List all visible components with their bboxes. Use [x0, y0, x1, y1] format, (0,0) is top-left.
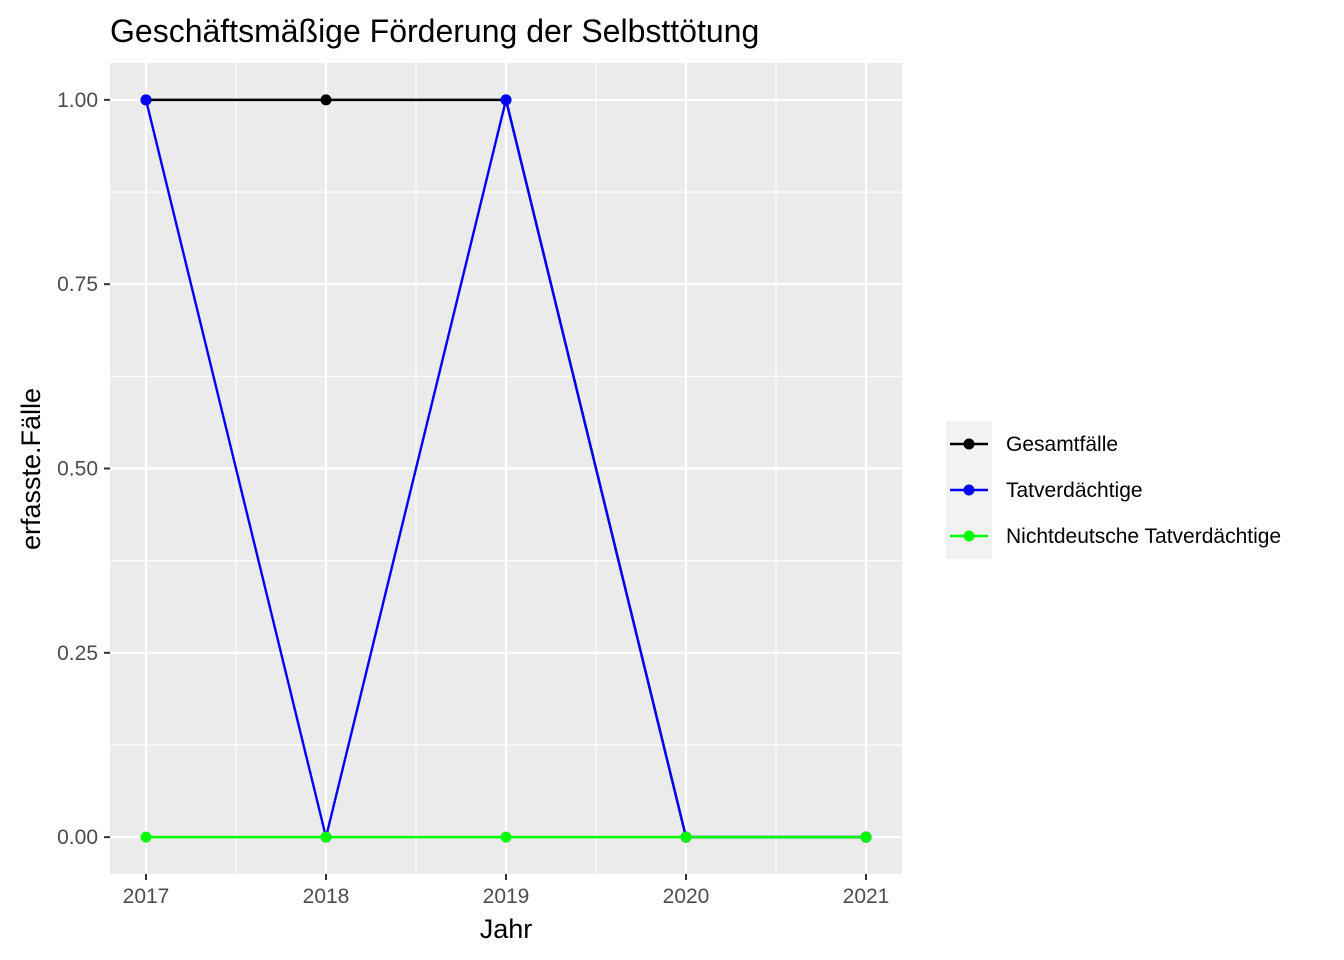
y-axis-title: erfasste.Fälle	[16, 388, 46, 550]
y-tick-label: 0.00	[57, 826, 98, 849]
y-tick-label: 0.75	[57, 273, 98, 296]
x-axis-title: Jahr	[480, 914, 533, 944]
x-tick-label: 2021	[843, 885, 890, 908]
x-tick-label: 2020	[663, 885, 710, 908]
data-point	[860, 831, 872, 843]
legend-label: Tatverdächtige	[1006, 479, 1143, 502]
data-point	[680, 831, 692, 843]
legend-label: Gesamtfälle	[1006, 433, 1118, 456]
data-point	[320, 94, 332, 106]
data-point	[320, 831, 332, 843]
x-tick-label: 2018	[303, 885, 350, 908]
legend-key-point	[963, 438, 975, 450]
x-axis: 2017 2018 2019 2020 2021	[123, 874, 890, 908]
data-point	[500, 94, 512, 106]
legend-label: Nichtdeutsche Tatverdächtige	[1006, 525, 1281, 548]
legend-item: Tatverdächtige	[950, 479, 1143, 502]
chart-title: Geschäftsmäßige Förderung der Selbsttötu…	[110, 13, 759, 49]
y-tick-label: 0.25	[57, 642, 98, 665]
y-tick-label: 0.50	[57, 458, 98, 481]
plot-panel	[110, 63, 902, 874]
legend-key-point	[963, 530, 975, 542]
data-point	[500, 831, 512, 843]
legend-key-point	[963, 484, 975, 496]
data-point	[140, 831, 152, 843]
data-point	[140, 94, 152, 106]
series-3	[140, 831, 872, 843]
series-layer	[140, 94, 872, 843]
legend-item: Nichtdeutsche Tatverdächtige	[950, 525, 1281, 548]
x-tick-label: 2017	[123, 885, 170, 908]
legend: Gesamtfälle Tatverdächtige Nichtdeutsche T…	[946, 421, 1281, 559]
y-axis: 0.00 0.25 0.50 0.75 1.00	[57, 89, 110, 849]
y-tick-label: 1.00	[57, 89, 98, 112]
legend-item: Gesamtfälle	[950, 433, 1118, 456]
x-tick-label: 2019	[483, 885, 530, 908]
